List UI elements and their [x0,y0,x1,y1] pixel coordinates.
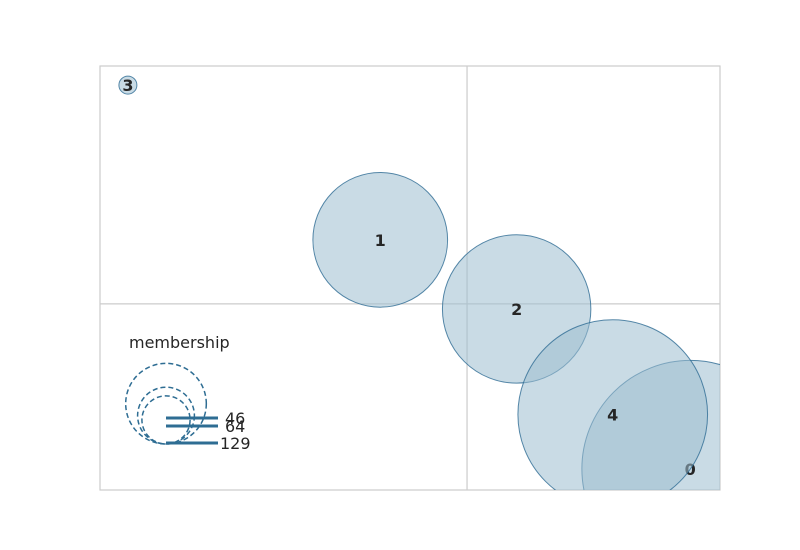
legend-entry-129: 129 [124,362,251,453]
bubble-label-4: 4 [607,406,618,425]
bubble-3 [118,75,138,95]
legend-label: 64 [225,417,245,436]
bubble-4 [517,319,709,490]
legend-entry-46: 46 [141,395,245,445]
legend-label: 129 [220,434,251,453]
legend-label: 46 [225,409,245,428]
bubbles: 01234 [118,75,720,490]
bubble-label-2: 2 [511,300,522,319]
bubble-1 [312,171,449,308]
legend-circle [124,362,208,445]
bubble-label-1: 1 [375,231,386,250]
legend-title: membership [129,333,230,352]
legend-circle [141,395,191,445]
bubble-label-3: 3 [122,76,133,95]
